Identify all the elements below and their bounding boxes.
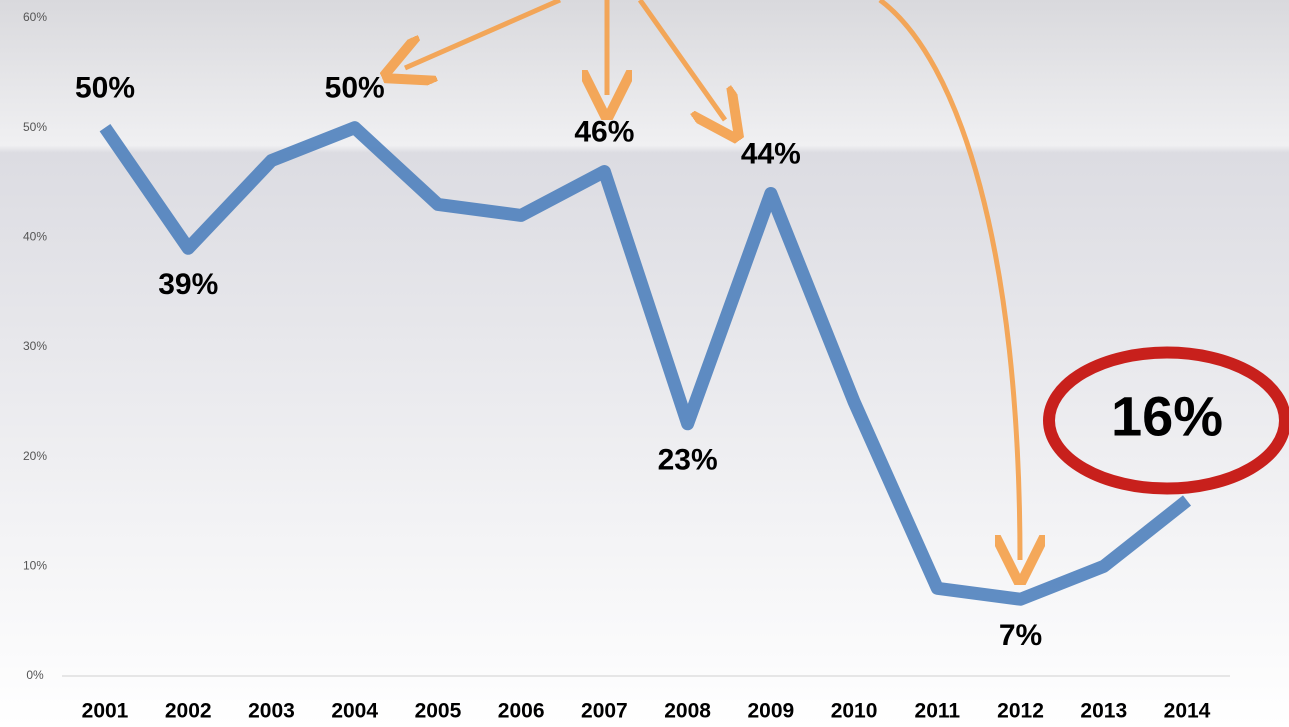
x-tick-label: 2012	[997, 700, 1044, 723]
data-label: 44%	[741, 137, 801, 170]
x-tick-label: 2003	[248, 700, 295, 723]
x-tick-label: 2008	[664, 700, 711, 723]
x-tick-label: 2009	[747, 700, 794, 723]
data-label: 39%	[158, 268, 218, 301]
y-tick-label: 40%	[23, 230, 47, 244]
x-tick-label: 2006	[498, 700, 545, 723]
data-label: 50%	[325, 72, 385, 105]
x-tick-label: 2004	[331, 700, 378, 723]
data-label: 16%	[1111, 384, 1223, 447]
data-label: 7%	[999, 619, 1042, 652]
chart: 0% 10% 20% 30% 40% 50% 60% 2001 2002 2003 2004 2005…	[0, 0, 1289, 727]
y-tick-label: 20%	[23, 449, 47, 463]
x-tick-label: 2007	[581, 700, 628, 723]
x-tick-label: 2010	[831, 700, 878, 723]
data-label: 50%	[75, 72, 135, 105]
x-tick-label: 2014	[1164, 700, 1211, 723]
y-tick-label: 30%	[23, 339, 47, 353]
x-tick-label: 2002	[165, 700, 212, 723]
y-tick-label: 60%	[23, 10, 47, 24]
x-tick-label: 2001	[82, 700, 129, 723]
y-tick-label: 50%	[23, 120, 47, 134]
y-tick-label: 0%	[26, 668, 44, 682]
data-label: 46%	[574, 115, 634, 148]
y-tick-label: 10%	[23, 559, 47, 573]
x-tick-label: 2013	[1080, 700, 1127, 723]
x-tick-label: 2011	[915, 700, 961, 723]
data-label: 23%	[658, 444, 718, 477]
x-tick-label: 2005	[415, 700, 462, 723]
